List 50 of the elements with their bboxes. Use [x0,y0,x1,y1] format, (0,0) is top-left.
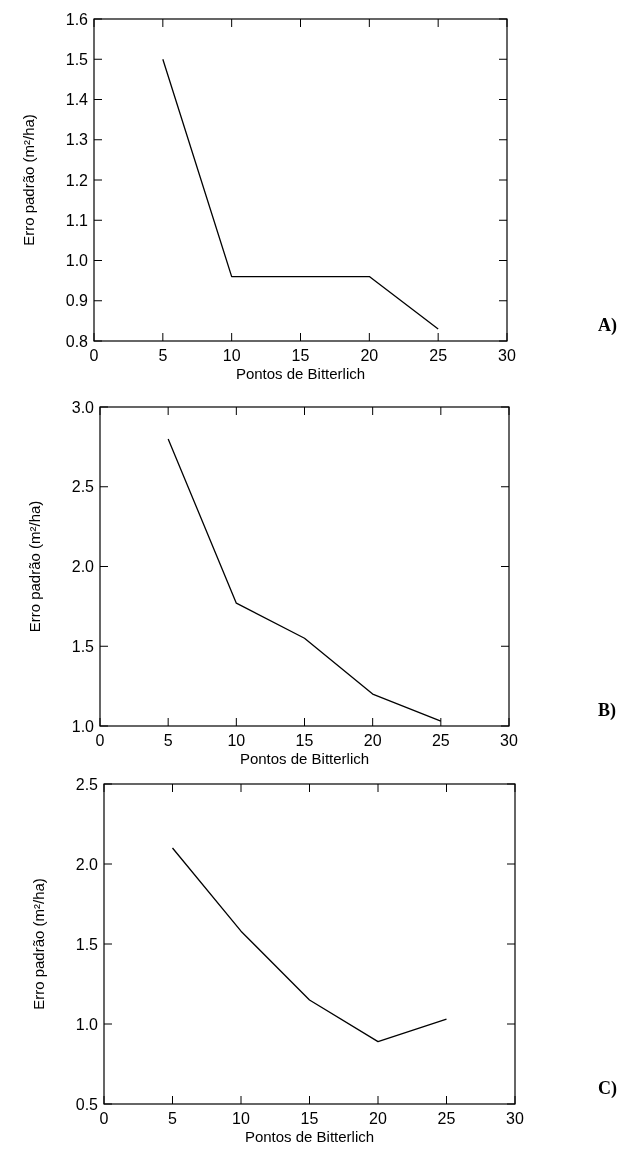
text: C) [598,1078,617,1099]
y-tick-label: 1.5 [71,637,95,655]
y-tick-label: 1.2 [65,171,89,189]
x-tick-label: 30 [506,1110,524,1127]
text: A) [598,315,617,336]
text: B) [598,700,617,721]
x-tick-label: 0 [95,732,105,749]
x-tick-label: 0 [99,1110,109,1127]
y-axis-title: Erro padrão (m²/ha) [26,500,43,633]
x-axis-title: Pontos de Bitterlich [244,1128,375,1145]
x-tick-label: 15 [295,732,314,749]
x-tick-label: 15 [291,347,310,364]
y-tick-label: 2.0 [75,855,99,873]
y-tick-label: 1.0 [65,252,89,270]
line-series [171,847,448,1043]
x-tick-label: 20 [369,1110,387,1127]
y-tick-label: 2.0 [71,558,95,576]
y-tick-label: 1.5 [65,50,89,68]
y-tick-label: 2.5 [75,775,99,793]
y-tick-label: 0.9 [65,292,89,310]
y-tick-label: 1.3 [65,131,89,149]
x-tick-label: 30 [500,732,518,749]
x-tick-label: 15 [300,1110,319,1127]
x-axis-title: Pontos de Bitterlich [239,750,370,767]
y-tick-label: 1.1 [65,211,89,229]
y-tick-label: 3.0 [71,398,95,416]
x-tick-label: 20 [363,732,382,749]
y-tick-label: 1.6 [65,10,89,28]
x-tick-label: 5 [168,1110,178,1127]
x-tick-label: 30 [498,347,516,364]
x-tick-label: 25 [437,1110,456,1127]
x-tick-label: 10 [227,732,246,749]
y-tick-label: 1.4 [65,91,89,109]
y-tick-label: 0.5 [75,1095,99,1113]
x-tick-label: 5 [158,347,168,364]
y-tick-label: 1.0 [75,1015,99,1033]
x-axis-title: Pontos de Bitterlich [235,365,366,382]
y-tick-label: 2.5 [71,478,95,496]
x-tick-label: 10 [222,347,241,364]
y-axis-title: Erro padrão (m²/ha) [30,878,47,1010]
x-tick-label: 20 [360,347,379,364]
x-tick-label: 25 [431,732,450,749]
y-tick-label: 1.0 [71,717,95,735]
x-tick-label: 0 [89,347,99,364]
x-tick-label: 5 [163,732,173,749]
x-tick-label: 25 [429,347,448,364]
y-tick-label: 1.5 [75,935,99,953]
y-tick-label: 0.8 [65,332,89,350]
x-tick-label: 10 [232,1110,250,1127]
y-axis-title: Erro padrão (m²/ha) [20,114,37,246]
